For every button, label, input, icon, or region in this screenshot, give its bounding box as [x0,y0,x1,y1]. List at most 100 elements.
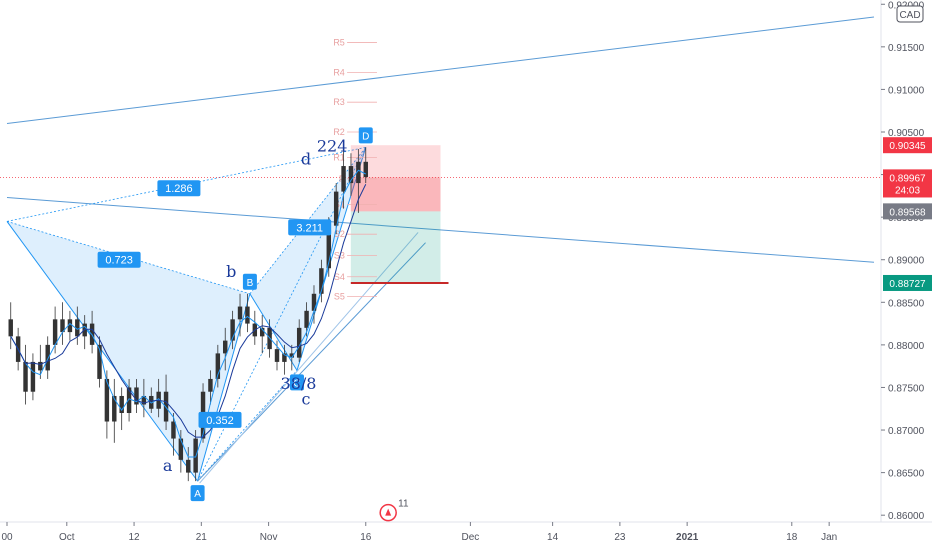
candle [208,370,213,405]
event-count: 11 [398,499,409,510]
y-tick-label: 0.88000 [888,341,925,352]
candle-body [208,378,213,392]
candle-body [230,319,235,341]
currency-label: CAD [899,10,920,21]
candle [363,147,368,184]
candle [38,344,43,379]
pivot-label: R1 [333,153,345,163]
y-tick-label: 0.86500 [888,469,925,480]
ratio-box [288,219,332,236]
candle [252,310,258,345]
x-tick-label: 18 [786,532,798,543]
channel-line [199,232,419,484]
candle-body [104,378,110,422]
price-tag-label: 0.88727 [889,279,926,290]
ratio-label: 3.211 [296,222,323,234]
price-tag-label: 0.90345 [889,141,926,152]
candle-body [112,395,117,422]
candle [237,293,243,337]
price-tag [883,137,932,154]
price-tag-label: 0.89568 [889,207,926,218]
time-axis[interactable]: 00 Oct 12 21 Nov 16 Dec 14 23 2021 18 Jan [0,521,932,543]
candle-body [289,353,295,358]
candle-body [311,293,317,311]
pattern-point-label: A [194,489,201,500]
pattern-leg [6,221,198,482]
candle [319,259,324,303]
candle [23,344,28,405]
candle [45,336,50,379]
pattern-point-label: D [362,131,369,142]
pivot-label: R4 [333,67,345,77]
y-tick-label: 0.91500 [888,43,925,54]
candle [149,387,154,414]
candle-body [178,438,184,460]
y-tick-label: 0.87000 [888,426,925,437]
pivot-label: S2 [334,229,345,239]
wave-label: d [301,149,311,168]
candle-body [171,421,176,439]
wave-label: b [226,262,236,281]
price-tag-label: 24:03 [895,185,920,196]
pattern-point-marker [358,127,373,144]
candle [119,387,124,431]
x-tick-label: 00 [1,532,13,543]
candle [75,306,80,345]
candle-body [363,161,368,178]
pivot-label: R5 [333,38,345,48]
y-tick-label: 0.90500 [888,128,925,139]
ratio-label: 0.352 [206,415,234,427]
trend-line [6,16,875,124]
pattern-point-marker [190,485,205,502]
moving-average-line [10,169,366,458]
candle-body [67,319,73,333]
candle-body [319,268,324,294]
candle-body [237,306,243,320]
moving-average-line [10,184,367,438]
candlesticks [8,147,368,482]
ratio-box [157,180,201,197]
x-tick-label: 2021 [676,532,699,543]
candle-body [186,459,191,473]
maple-leaf-icon [385,508,392,516]
candle [348,153,354,196]
trend-lines [6,16,875,263]
y-tick-label: 0.88500 [888,298,925,309]
candle-body [52,319,58,345]
candle [356,149,361,213]
pivot-label: S4 [334,272,345,282]
ratio-box [198,411,242,428]
currency-badge[interactable]: CAD [896,5,924,23]
candle-body [223,340,228,354]
pivot-label: R3 [333,97,345,107]
candle-body [97,344,102,379]
pivot-label: S3 [334,250,345,260]
y-tick-label: 0.87500 [888,383,925,394]
short-position-tool[interactable] [0,145,881,284]
candle-body [215,353,221,379]
candle [8,302,13,350]
candle [126,378,132,422]
candle-body [259,327,265,337]
candle-body [326,225,331,269]
candle-body [274,349,280,362]
price-tag [883,274,932,291]
wave-label: 38/8 [281,374,317,393]
candle [141,378,147,418]
x-tick-label: Jan [821,532,837,543]
candle [215,344,221,388]
candle-body [296,327,302,358]
trend-line [6,197,875,263]
candle-body [8,319,13,337]
candle [171,413,176,456]
candle [282,344,287,375]
x-tick-label: 23 [614,532,626,543]
price-axis[interactable]: 0.920000.915000.910000.905000.900000.895… [880,0,932,522]
pattern-leg [249,293,298,371]
candle-body [134,387,139,405]
candle-body [45,344,50,371]
candle-body [304,310,309,328]
x-tick-label: Dec [461,532,479,543]
open-loss-zone [350,177,441,212]
